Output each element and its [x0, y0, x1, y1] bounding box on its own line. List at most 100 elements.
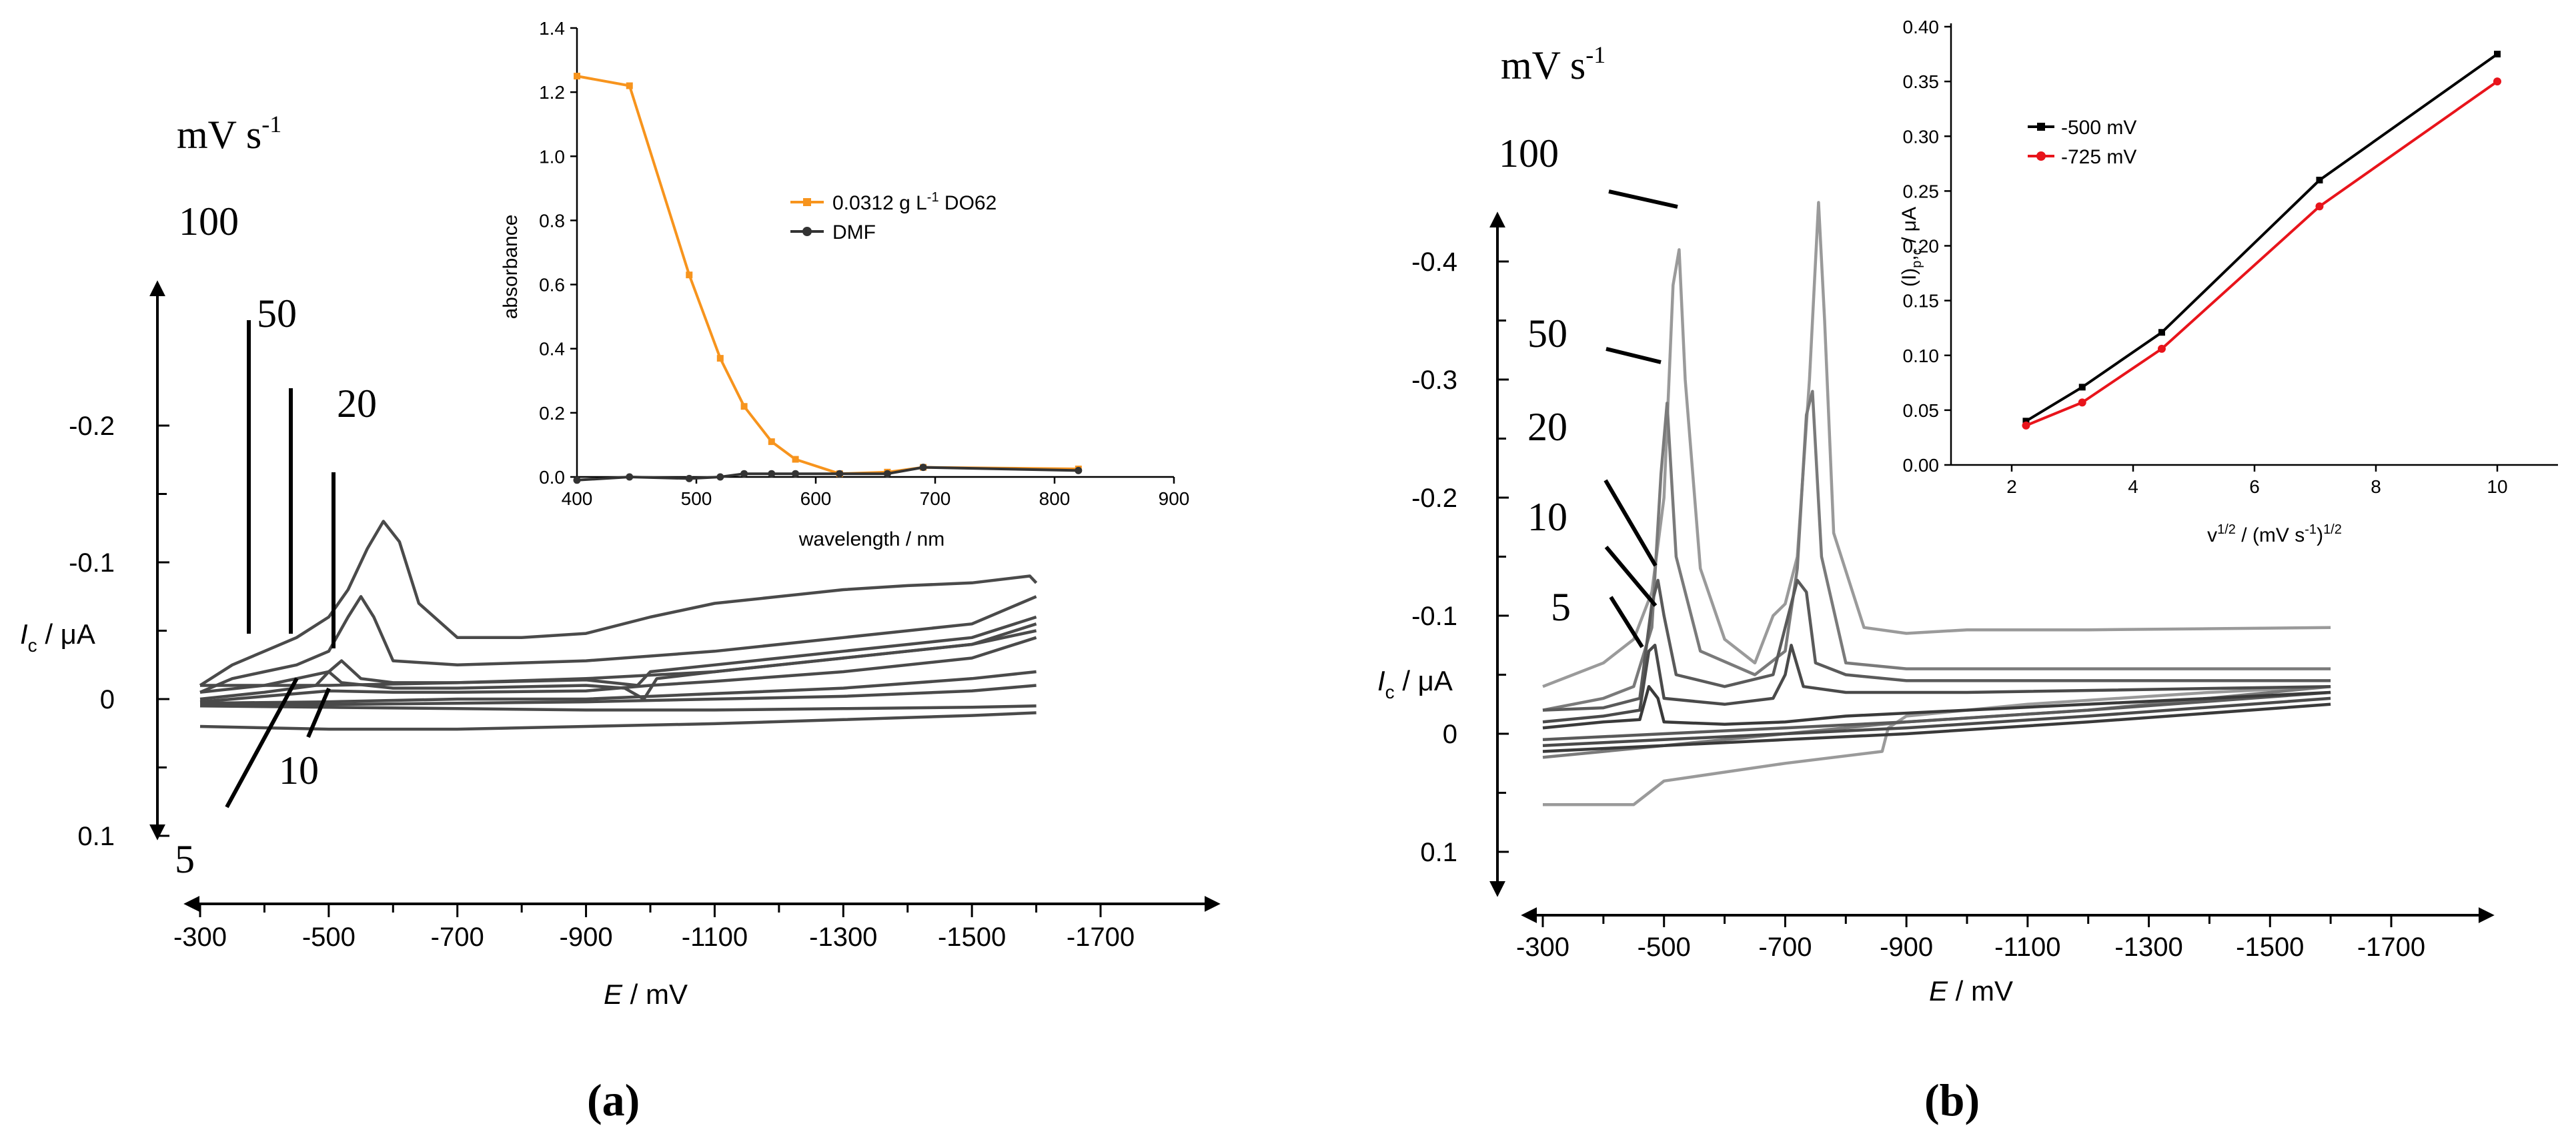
- legend-orange-marker: [803, 198, 811, 206]
- inset-b-point: [2078, 384, 2086, 391]
- inset-b-legend: -500 mV -725 mV: [2028, 117, 2136, 168]
- inset-a-point: [792, 470, 800, 478]
- inset-a-point: [626, 473, 634, 481]
- inset-b-y-tick-label: 0.05: [1903, 400, 1940, 421]
- x-tick-label: -1500: [938, 923, 1006, 952]
- cv-trace: [199, 520, 1038, 687]
- x-tick-label: -700: [1758, 933, 1812, 962]
- inset-a-x-axis-label: wavelength / nm: [798, 528, 944, 550]
- inset-a-point: [685, 474, 693, 482]
- inset-a-point: [1075, 466, 1083, 474]
- y-tick-label: -0.1: [69, 548, 115, 578]
- cv-trace: [1542, 390, 2331, 712]
- rate-label-5: 5: [175, 837, 195, 881]
- panel-b-axes: [1489, 211, 2495, 923]
- inset-a-y-tick-label: 1.4: [539, 18, 565, 39]
- cv-trace: [1542, 696, 2331, 747]
- inset-b-x-tick-label: 2: [2006, 476, 2017, 497]
- inset-b-y-tick-label: 0.25: [1903, 181, 1940, 201]
- cv-trace: [1542, 690, 2331, 742]
- inset-b-point: [2157, 344, 2166, 353]
- panel-a-label: (a): [587, 1075, 640, 1125]
- x-tick-label: -1700: [2357, 933, 2425, 962]
- inset-b-x-tick-label: 6: [2249, 476, 2260, 497]
- inset-a-point: [792, 456, 799, 463]
- inset-b-axes: 0.00 0.05 0.10 0.15 0.20 0.25 0.30 0.35 0.40 2 4 6 8…: [1903, 17, 2558, 497]
- inset-a-axes: 0.0 0.2 0.4 0.6 0.8 1.0 1.2 1.4 400 500 600 700 800 9…: [539, 18, 1189, 509]
- inset-a-y-tick-label: 0.8: [539, 210, 565, 231]
- panel-a-y-axis-label: Ic / μA: [20, 618, 95, 656]
- inset-b-series-line: [2025, 53, 2499, 423]
- panel-a-x-axis-label: E / mV: [604, 979, 688, 1010]
- cv-trace: [199, 684, 1037, 708]
- rate-label-50: 50: [257, 292, 297, 336]
- cv-trace: [1542, 201, 2331, 688]
- panel-a-inset: 0.0 0.2 0.4 0.6 0.8 1.0 1.2 1.4 400 500 600 700 800 9…: [500, 18, 1189, 550]
- inset-b-point: [2078, 398, 2086, 407]
- inset-a-y-axis-label: absorbance: [500, 215, 522, 320]
- inset-b-point: [2022, 418, 2030, 425]
- rate-label-100: 100: [1499, 131, 1559, 175]
- inset-b-y-tick-label: 0.20: [1903, 236, 1940, 257]
- inset-a-point: [919, 464, 927, 472]
- legend-dark-marker: [802, 227, 812, 236]
- x-tick-label: -1500: [2236, 933, 2304, 962]
- inset-a-series-line: [576, 75, 1079, 476]
- legend-red-label: -725 mV: [2061, 146, 2136, 168]
- y-tick-label: 0.1: [1420, 838, 1457, 867]
- panel-a-unit-label: mV s-1: [177, 111, 281, 157]
- cv-trace: [199, 615, 1037, 694]
- rate-leader-10: [306, 687, 331, 738]
- inset-b-x-tick-label: 8: [2371, 476, 2381, 497]
- cv-trace: [1542, 644, 2331, 724]
- rate-label-50: 50: [1527, 312, 1567, 356]
- inset-a-y-tick-label: 0.6: [539, 275, 565, 296]
- inset-a-point: [573, 476, 581, 484]
- legend-red-marker: [2036, 151, 2046, 161]
- rate-leader-100: [1608, 189, 1678, 209]
- panel-b-ticks: -0.4 -0.3 -0.2 -0.1 0 0.1 -300 -500 -700 -900 -110…: [1411, 247, 2425, 962]
- inset-b-point: [2315, 202, 2324, 211]
- panel-b-x-axis-label: E / mV: [1929, 975, 2013, 1007]
- inset-a-point: [686, 271, 693, 279]
- panel-b-rate-labels: 100 50 20 10 5: [1499, 131, 1678, 648]
- inset-a-x-tick-label: 600: [800, 488, 832, 509]
- inset-a-point: [740, 470, 748, 478]
- cv-trace: [1542, 578, 2331, 712]
- inset-a-point: [836, 470, 844, 478]
- rate-leader-50: [1605, 347, 1662, 364]
- rate-leader-20: [1603, 479, 1658, 567]
- y-tick-label: -0.2: [69, 412, 115, 441]
- inset-a-point: [716, 473, 724, 481]
- x-tick-label: -1300: [809, 923, 877, 952]
- inset-a-x-tick-label: 500: [681, 488, 712, 509]
- cv-trace: [1543, 684, 2331, 806]
- x-tick-label: -1700: [1067, 923, 1135, 952]
- rate-label-10: 10: [1527, 495, 1567, 539]
- inset-b-y-tick-label: 0.40: [1903, 17, 1940, 37]
- inset-a-x-tick-label: 900: [1159, 488, 1190, 509]
- cv-trace: [199, 595, 1037, 694]
- y-tick-label: -0.1: [1411, 602, 1457, 631]
- rate-label-20: 20: [337, 382, 377, 426]
- legend-dark-label: DMF: [832, 221, 876, 243]
- inset-a-y-tick-label: 0.4: [539, 339, 565, 360]
- rate-label-20: 20: [1527, 405, 1567, 449]
- inset-b-point: [2022, 421, 2030, 430]
- y-tick-label: 0: [1443, 720, 1457, 749]
- inset-b-y-tick-label: 0.35: [1903, 71, 1940, 92]
- y-tick-label: 0: [100, 685, 115, 714]
- y-tick-label: -0.4: [1411, 247, 1457, 277]
- x-tick-label: -1100: [682, 923, 748, 952]
- rate-label-10: 10: [279, 748, 319, 792]
- cv-trace: [199, 636, 1037, 704]
- inset-a-point: [574, 73, 580, 80]
- x-tick-label: -500: [302, 923, 356, 952]
- inset-a-point: [883, 470, 891, 478]
- panel-b-y-axis-label: Ic / μA: [1377, 665, 1453, 702]
- inset-b-y-axis-label: (I)p,c / μA: [1898, 207, 1924, 287]
- panel-b-unit-label: mV s-1: [1501, 41, 1605, 87]
- inset-b-traces: [2022, 51, 2501, 430]
- inset-a-y-tick-label: 0.2: [539, 403, 565, 424]
- cv-trace: [199, 622, 1037, 701]
